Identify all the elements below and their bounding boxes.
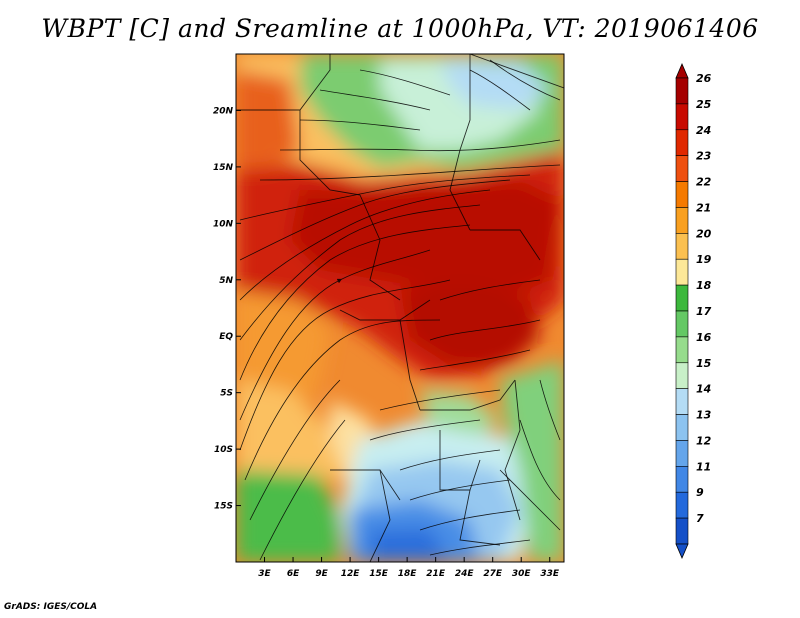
colorbar-label: 17 — [696, 305, 712, 318]
map-title: WBPT [C] and Sreamline at 1000hPa, VT: 2… — [41, 14, 759, 43]
colorbar-swatch — [675, 155, 689, 182]
colorbar-label: 23 — [696, 150, 712, 163]
colorbar-swatch — [675, 414, 689, 441]
colorbar-swatch — [675, 284, 689, 312]
colorbar-label: 24 — [696, 124, 711, 137]
colorbar-swatch — [675, 517, 689, 545]
colorbar-swatch — [675, 362, 689, 389]
colorbar-swatch — [675, 388, 689, 415]
lon-tick-label: 3E — [258, 569, 271, 579]
grads-footer: GrADS: IGES/COLA — [4, 602, 98, 612]
lon-tick-label: 24E — [455, 569, 475, 579]
lat-tick-label: 5N — [219, 276, 233, 286]
colorbar-label: 21 — [696, 201, 711, 214]
colorbar-label: 16 — [696, 331, 712, 344]
colorbar-swatch — [675, 336, 689, 364]
lat-tick-label: 15N — [213, 163, 234, 173]
colorbar-swatch — [675, 181, 689, 208]
colorbar-label: 20 — [696, 227, 712, 240]
map-frame — [235, 53, 565, 563]
colorbar: 26 25 24 23 22 21 20 19 18 17 16 15 14 13 12 11 9 7 — [675, 62, 712, 560]
lat-tick-label: EQ — [219, 332, 233, 342]
lon-tick-label: 21E — [426, 569, 446, 579]
lon-tick-label: 6E — [287, 569, 300, 579]
wbpt-field — [236, 54, 564, 562]
colorbar-label: 26 — [696, 72, 712, 85]
colorbar-swatch — [675, 77, 689, 105]
lon-tick-label: 33E — [540, 569, 560, 579]
lat-tick-label: 10S — [214, 445, 233, 455]
lon-tick-label: 18E — [398, 569, 418, 579]
lon-tick-label: 27E — [483, 569, 503, 579]
colorbar-label: 11 — [696, 460, 711, 473]
colorbar-swatch — [675, 103, 689, 131]
colorbar-swatch — [675, 207, 689, 234]
colorbar-bottom-arrow — [675, 543, 689, 560]
colorbar-label: 15 — [696, 357, 712, 370]
colorbar-label: 7 — [696, 512, 704, 525]
lon-tick-label: 30E — [512, 569, 532, 579]
lon-tick-label: 12E — [341, 569, 361, 579]
latitude-axis: 20N 15N 10N 5N EQ 5S 10S 15S — [213, 106, 241, 512]
colorbar-swatch — [675, 440, 689, 467]
colorbar-label: 14 — [696, 383, 711, 396]
lon-tick-label: 9E — [315, 569, 328, 579]
colorbar-swatch — [675, 466, 689, 493]
colorbar-label: 9 — [696, 486, 704, 499]
lat-tick-label: 15S — [214, 502, 233, 512]
colorbar-label: 13 — [696, 409, 712, 422]
colorbar-label: 19 — [696, 253, 712, 266]
colorbar-swatch — [675, 233, 689, 260]
colorbar-label: 25 — [696, 98, 712, 111]
colorbar-swatch — [675, 258, 689, 286]
colorbar-swatch — [675, 491, 689, 519]
colorbar-top-arrow — [675, 62, 689, 79]
colorbar-label: 12 — [696, 434, 712, 447]
lon-tick-label: 15E — [369, 569, 389, 579]
lat-tick-label: 20N — [213, 106, 234, 116]
lat-tick-label: 10N — [213, 219, 234, 229]
colorbar-label: 18 — [696, 279, 712, 292]
colorbar-swatch — [675, 129, 689, 156]
colorbar-label: 22 — [696, 176, 712, 189]
lat-tick-label: 5S — [220, 389, 233, 399]
colorbar-swatch — [675, 310, 689, 338]
longitude-axis: 3E 6E 9E 12E 15E 18E 21E 24E 27E 30E 33E — [258, 557, 560, 579]
